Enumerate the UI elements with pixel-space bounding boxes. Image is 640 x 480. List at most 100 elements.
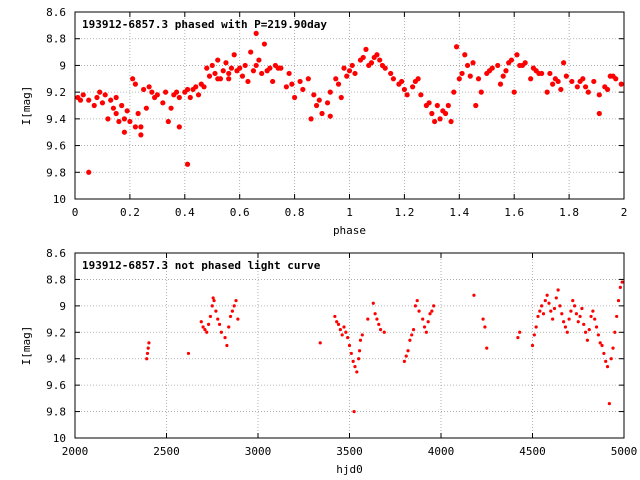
data-point [574,84,580,90]
data-point [481,317,485,321]
data-point [358,338,363,342]
data-point [349,351,353,356]
data-point [408,338,412,342]
data-point [234,68,240,74]
y-tick-label: 9.6 [46,379,66,392]
data-point [360,54,366,61]
data-point [596,110,602,117]
data-point [223,60,229,66]
data-point [534,325,538,329]
data-point [305,76,311,82]
data-point [558,86,564,93]
y-tick-label: 8.8 [46,33,66,46]
data-point [300,86,306,93]
data-point [404,92,410,98]
data-point [604,359,608,363]
data-point [138,132,144,138]
data-point [445,102,451,109]
data-point [497,81,504,87]
data-point [495,62,501,69]
data-point [472,293,476,297]
data-point [371,301,375,305]
data-point [602,351,606,356]
data-point [415,298,419,303]
data-point [613,330,617,334]
data-point [448,118,454,125]
data-point [187,94,193,101]
data-point [530,65,537,71]
data-point [410,333,414,337]
data-point [297,78,303,85]
data-point [591,309,595,313]
data-point [404,354,408,358]
data-point [145,357,149,361]
data-point [286,70,292,77]
data-point [399,78,405,85]
data-point [530,343,535,348]
data-point [94,94,100,101]
data-point [577,78,583,85]
data-point [214,309,218,313]
data-point [223,335,227,340]
data-point [135,110,141,117]
data-point [544,89,550,95]
data-point [561,60,567,66]
data-point [208,314,213,319]
data-point [160,100,166,106]
data-point [190,86,196,93]
y-tick-label: 9.4 [46,113,66,126]
data-point [311,92,317,98]
data-point [538,309,542,313]
x-tick-label: 1.8 [559,206,579,219]
data-point [357,349,362,353]
data-point [324,100,331,106]
data-point [412,78,418,85]
data-point [551,317,555,321]
data-point [217,322,222,326]
data-point [119,102,125,109]
data-point [253,30,259,36]
data-point [430,309,434,313]
data-point [283,84,289,90]
data-point [591,78,597,85]
data-point [226,76,232,82]
data-point [228,314,233,319]
data-point [201,325,205,329]
data-point [308,116,314,122]
y-tick-label: 9.8 [46,406,66,419]
data-point [225,343,229,348]
data-point [352,70,358,77]
data-point [440,108,446,114]
data-point [110,105,117,111]
data-point [428,312,432,316]
data-point [162,89,169,95]
bottom-chart-title: 193912-6857.3 not phased light curve [82,259,321,272]
data-point [547,301,551,305]
y-tick-label: 8.6 [46,247,66,260]
data-point [432,304,436,308]
data-point [596,333,600,337]
x-tick-label: 5000 [611,445,638,458]
data-point [141,86,147,93]
bottom-y-axis-title: I[mag] [20,326,33,366]
data-point [506,60,512,66]
data-point [333,314,337,319]
x-tick-label: 0.2 [120,206,140,219]
data-point [97,89,103,95]
x-tick-label: 1.4 [449,206,469,219]
data-point [206,73,213,79]
phased-light-curve-chart: 0 0.2 0.4 0.6 0.8 1 1.2 1.4 1.6 1.8 2 8.6 8.8 9 9.2 9.4… [20,6,627,237]
x-tick-label: 1.2 [394,206,414,219]
data-point [349,62,355,69]
data-point [585,338,590,342]
top-ticks: 0 0.2 0.4 0.6 0.8 1 1.2 1.4 1.6 1.8 2 8.6 8.8 9 9.2 9.4… [46,6,627,219]
data-point [346,68,353,74]
data-point [478,89,484,95]
data-point [316,97,322,103]
data-point [206,322,211,326]
x-tick-label: 1 [346,206,353,219]
data-point [165,118,171,125]
data-point [338,94,344,101]
data-point [267,65,273,71]
data-point [434,102,440,109]
